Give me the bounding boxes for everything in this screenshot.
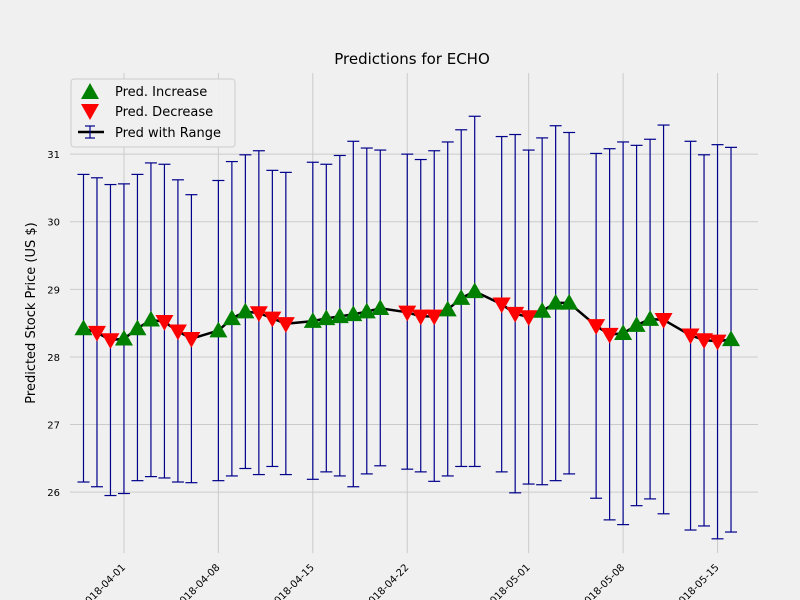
- increase-marker: [317, 309, 336, 326]
- increase-marker: [465, 282, 484, 299]
- decrease-marker: [492, 297, 511, 314]
- decrease-marker: [87, 325, 106, 342]
- legend-range-marker: [78, 125, 104, 139]
- decrease-marker: [519, 310, 538, 327]
- increase-marker: [614, 324, 633, 341]
- increase-marker: [236, 302, 255, 319]
- legend-decrease-marker: [81, 104, 99, 120]
- decrease-marker: [506, 306, 525, 323]
- decrease-marker: [101, 333, 120, 350]
- decrease-marker: [263, 311, 282, 328]
- increase-marker: [438, 300, 457, 317]
- legend-range-label: Pred with Range: [115, 126, 221, 141]
- decrease-marker: [398, 305, 417, 322]
- legend-increase-label: Pred. Increase: [115, 85, 207, 100]
- increase-marker: [222, 309, 241, 326]
- legend: Pred. Increase Pred. Decrease Pred with …: [70, 78, 236, 148]
- increase-marker: [128, 319, 147, 336]
- y-tick-label: 28: [47, 353, 60, 364]
- decrease-marker: [681, 328, 700, 345]
- y-grid: [70, 153, 758, 493]
- increase-marker: [209, 321, 228, 338]
- legend-decrease-label: Pred. Decrease: [115, 105, 213, 120]
- decrease-marker: [182, 331, 201, 348]
- legend-box: [70, 78, 236, 148]
- increase-marker: [141, 310, 160, 327]
- decrease-marker: [411, 309, 430, 326]
- decrease-marker: [249, 306, 268, 322]
- y-tick-label: 31: [47, 150, 60, 161]
- decrease-marker: [425, 309, 444, 326]
- increase-marker: [371, 299, 390, 316]
- increase-marker: [641, 310, 660, 326]
- increase-marker: [560, 293, 579, 310]
- y-tick-label: 27: [47, 421, 60, 432]
- increase-marker: [533, 301, 552, 318]
- y-axis-label: Predicted Stock Price (US $): [24, 222, 39, 403]
- y-tick-label: 30: [47, 218, 60, 229]
- decrease-marker: [276, 317, 295, 333]
- increase-marker: [344, 305, 363, 322]
- increase-marker: [357, 302, 376, 319]
- y-tick-label: 26: [47, 488, 60, 499]
- y-tick-labels: 26 27 28 29 30 31: [47, 150, 60, 499]
- increase-marker: [114, 329, 133, 346]
- markers: [74, 282, 741, 351]
- increase-marker: [330, 307, 349, 324]
- legend-increase-marker: [81, 83, 99, 99]
- increase-marker: [452, 289, 471, 305]
- increase-marker: [722, 330, 741, 347]
- decrease-marker: [600, 327, 619, 344]
- increase-marker: [627, 316, 646, 332]
- increase-marker: [303, 312, 322, 328]
- increase-marker: [74, 319, 93, 336]
- decrease-marker: [168, 324, 187, 341]
- decrease-marker: [587, 319, 606, 335]
- chart-title: Predictions for ECHO: [334, 50, 490, 68]
- decrease-marker: [654, 313, 673, 329]
- decrease-marker: [155, 315, 174, 331]
- y-tick-label: 29: [47, 285, 60, 296]
- increase-marker: [546, 293, 565, 310]
- decrease-marker: [708, 334, 727, 351]
- decrease-marker: [695, 333, 714, 350]
